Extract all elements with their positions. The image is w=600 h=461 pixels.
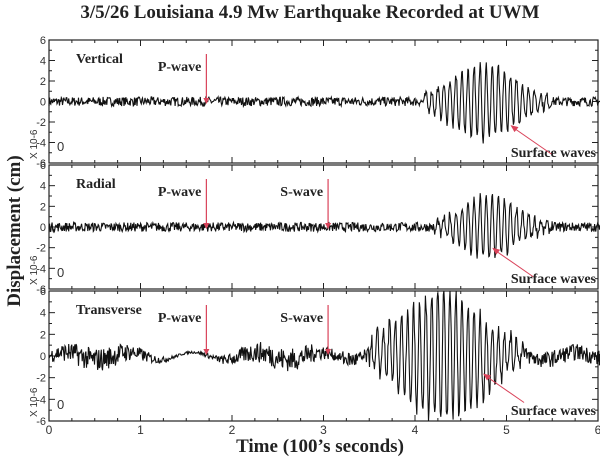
panel-name: Radial	[76, 177, 116, 192]
y-tick-label: 0	[40, 351, 46, 363]
x-tick-label: 1	[137, 423, 144, 437]
arrow	[484, 375, 525, 403]
y-tick-label: -4	[36, 138, 46, 150]
y-tick-label: -4	[36, 263, 46, 275]
surface-waves-label: Surface waves	[511, 146, 597, 161]
y-tick-label: 6	[40, 160, 46, 172]
offset-label: 0	[57, 397, 64, 412]
arrow	[493, 249, 534, 278]
y-tick-label: 2	[40, 329, 46, 341]
y-tick-label: 2	[40, 76, 46, 88]
y-multiplier-label: X 10-6	[29, 387, 40, 417]
offset-label: 0	[57, 139, 64, 154]
surface-waves-label: Surface waves	[511, 272, 597, 287]
x-axis-label: Time (100’s seconds)	[236, 436, 404, 457]
arrow	[512, 126, 552, 155]
panel-name: Vertical	[76, 52, 123, 67]
surface-waves-label: Surface waves	[511, 404, 597, 419]
waveform-trace	[48, 290, 600, 422]
x-tick-label: 0	[46, 423, 53, 437]
y-tick-label: 4	[40, 181, 46, 193]
y-tick-label: 4	[40, 308, 46, 320]
y-tick-label: 0	[40, 222, 46, 234]
y-tick-label: -6	[36, 158, 46, 170]
y-tick-label: 6	[40, 286, 46, 298]
x-tick-label: 3	[320, 423, 327, 437]
chart-title: 3/5/26 Louisiana 4.9 Mw Earthquake Recor…	[80, 2, 540, 23]
y-tick-label: 4	[40, 56, 46, 68]
y-tick-label: 2	[40, 201, 46, 213]
y-tick-label: -2	[36, 243, 46, 255]
y-tick-label: -6	[36, 284, 46, 296]
y-tick-label: -2	[36, 373, 46, 385]
y-tick-label: -2	[36, 117, 46, 129]
offset-label: 0	[57, 265, 64, 280]
y-tick-label: -4	[36, 394, 46, 406]
s-wave-label: S-wave	[280, 311, 323, 326]
waveform-trace	[48, 193, 600, 259]
x-tick-label: 4	[412, 423, 419, 437]
p-wave-label: P-wave	[158, 60, 202, 75]
y-tick-label: 6	[40, 35, 46, 47]
p-wave-label: P-wave	[158, 185, 202, 200]
y-multiplier-label: X 10-6	[29, 129, 40, 159]
x-tick-label: 5	[503, 423, 510, 437]
s-wave-label: S-wave	[280, 185, 323, 200]
waveform-trace	[48, 62, 600, 144]
x-tick-label: 2	[229, 423, 236, 437]
panel-name: Transverse	[76, 303, 142, 318]
p-wave-label: P-wave	[158, 311, 202, 326]
y-tick-label: 0	[40, 97, 46, 109]
x-tick-label: 6	[595, 423, 600, 437]
y-multiplier-label: X 10-6	[29, 255, 40, 285]
y-tick-label: -6	[36, 416, 46, 428]
